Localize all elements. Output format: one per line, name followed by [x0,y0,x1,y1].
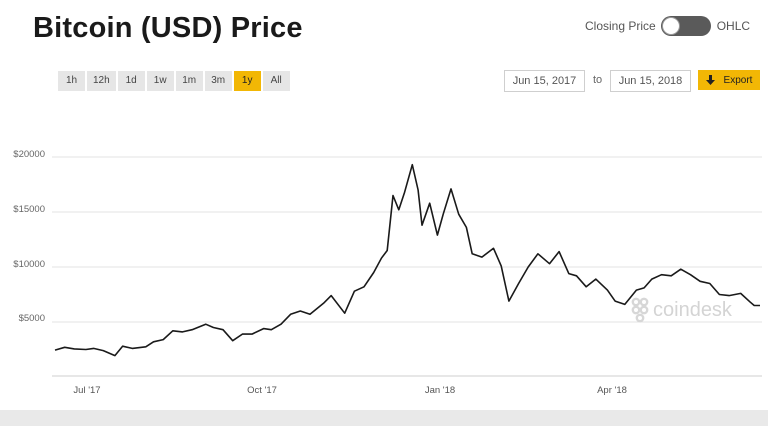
y-tick-label-5000: $5000 [19,313,45,324]
x-tick-label-jan18: Jan '18 [425,385,455,396]
price-type-toggle[interactable] [660,16,711,36]
price-series-line [54,163,760,357]
toggle-knob [661,17,680,35]
price-type-toggle-group: Closing Price OHLC [585,15,750,37]
price-chart[interactable]: $5000 $10000 $15000 $20000 Jul '17 Oct '… [0,140,768,405]
time-range-selector: 1h 12h 1d 1w 1m 3m 1y All [58,71,290,91]
export-label: Export [723,74,753,86]
range-1y-button[interactable]: 1y [233,71,261,91]
range-12h-button[interactable]: 12h [87,71,116,91]
x-axis-labels: Jul '17 Oct '17 Jan '18 Apr '18 [73,385,626,396]
closing-price-label[interactable]: Closing Price [585,19,656,33]
y-axis-labels: $5000 $10000 $15000 $20000 [13,149,45,324]
watermark-text: coindesk [653,299,733,321]
range-all-button[interactable]: All [262,71,290,91]
x-tick-label-oct17: Oct '17 [247,385,277,396]
y-tick-label-15000: $15000 [13,204,45,215]
range-1d-button[interactable]: 1d [117,71,145,91]
start-date-input[interactable]: Jun 15, 2017 [504,70,585,92]
range-1m-button[interactable]: 1m [175,71,203,91]
coindesk-watermark: coindesk [631,297,733,323]
range-1h-button[interactable]: 1h [58,71,85,91]
date-range-to-label: to [593,74,603,86]
download-arrow-icon [705,75,715,85]
end-date-input[interactable]: Jun 15, 2018 [610,70,691,92]
footer-bar [0,410,768,426]
ohlc-label[interactable]: OHLC [716,19,751,33]
y-tick-label-20000: $20000 [13,149,45,160]
range-3m-button[interactable]: 3m [204,71,232,91]
range-1w-button[interactable]: 1w [146,71,174,91]
x-tick-label-jul17: Jul '17 [73,385,100,396]
y-gridlines [52,156,762,323]
page-title: Bitcoin (USD) Price [33,12,303,44]
export-button[interactable]: Export [698,70,760,90]
coindesk-logo-icon [631,297,649,323]
x-tick-label-apr18: Apr '18 [597,385,627,396]
y-tick-label-10000: $10000 [13,259,45,270]
